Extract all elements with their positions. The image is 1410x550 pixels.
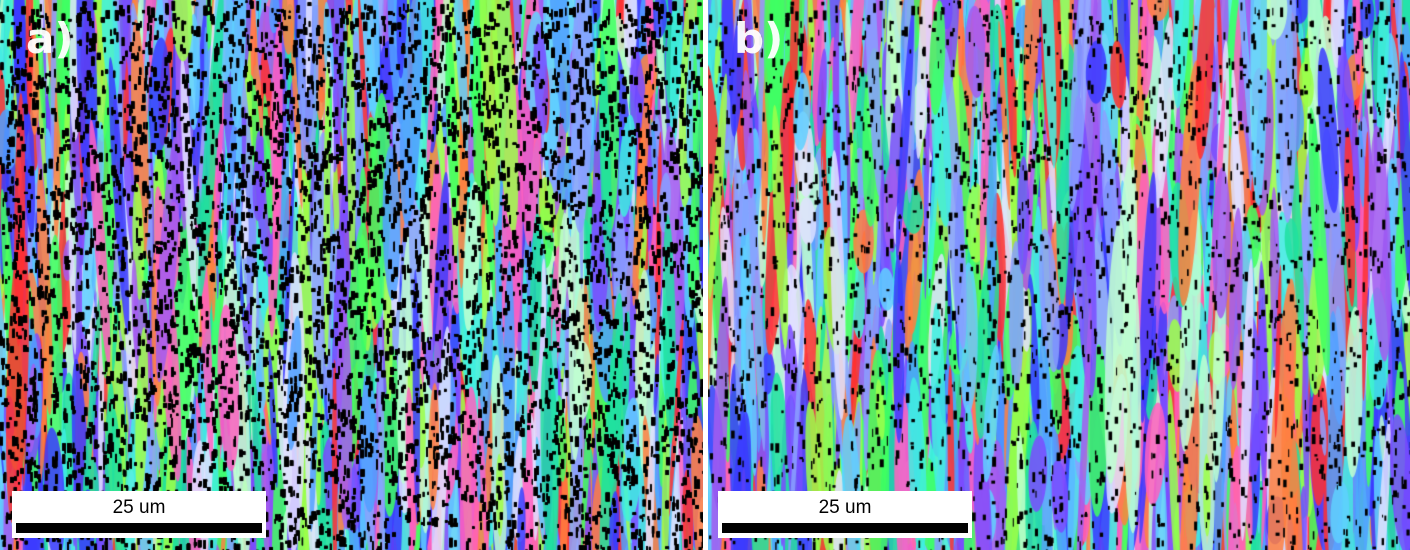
orientation-map-a <box>0 0 703 550</box>
panel-label-a: a) <box>26 14 74 63</box>
orientation-map-b <box>708 0 1410 550</box>
panel-label-b: b) <box>734 14 784 63</box>
scale-bar-b: 25 um <box>718 491 972 538</box>
ebsd-map-panel-b: b) 25 um <box>708 0 1410 550</box>
scale-bar-line-a <box>16 523 262 533</box>
scale-bar-text-b: 25 um <box>818 497 872 518</box>
scale-bar-a: 25 um <box>12 491 266 538</box>
scale-bar-line-b <box>722 523 968 533</box>
scale-bar-text-a: 25 um <box>112 497 166 518</box>
ebsd-map-panel-a: a) 25 um <box>0 0 703 550</box>
